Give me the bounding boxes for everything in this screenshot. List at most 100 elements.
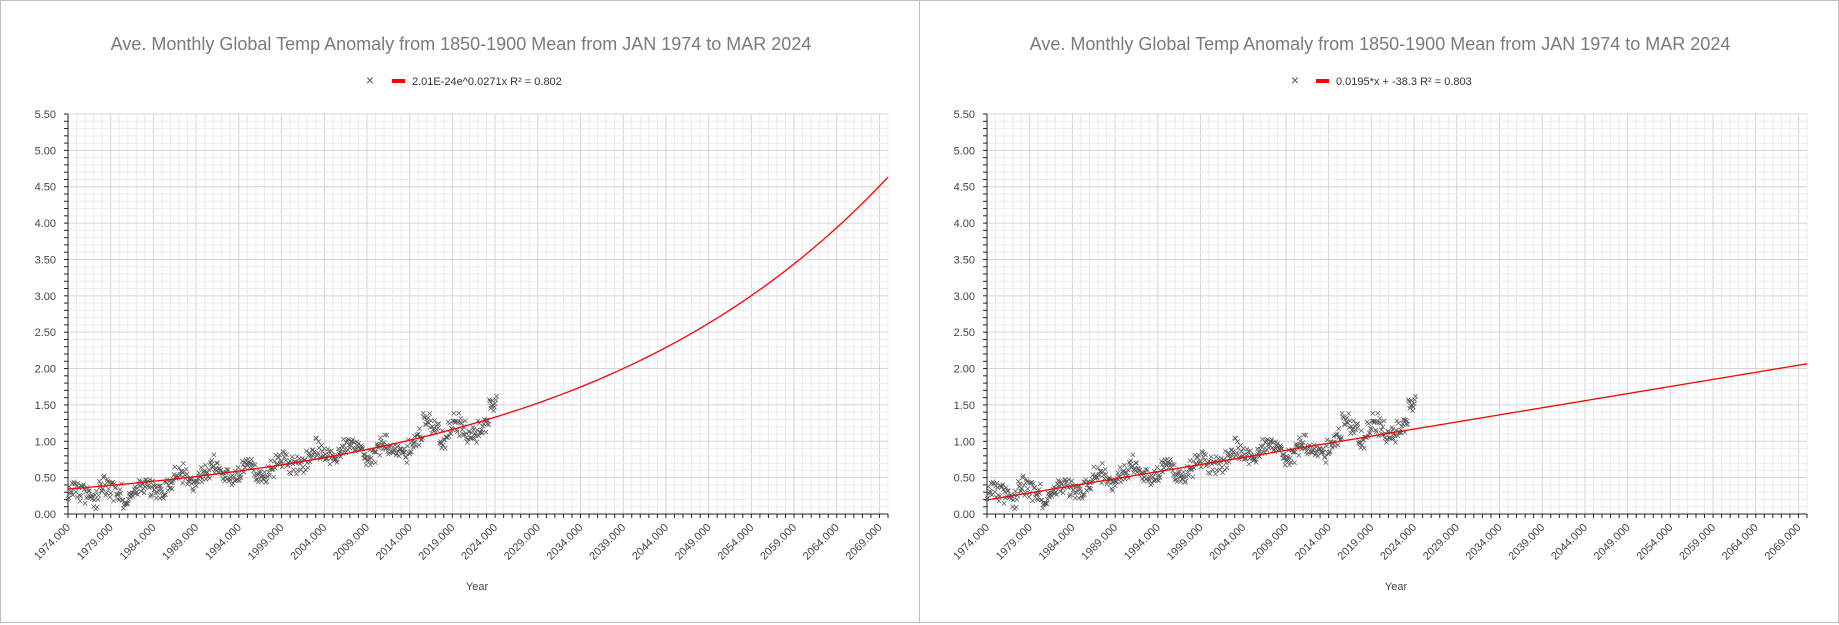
data-point bbox=[996, 498, 1002, 504]
data-point bbox=[94, 504, 100, 510]
data-point bbox=[1244, 446, 1250, 452]
data-point bbox=[1168, 456, 1174, 462]
data-point bbox=[440, 442, 446, 448]
data-point bbox=[1131, 467, 1137, 473]
data-point bbox=[1060, 490, 1066, 496]
data-point bbox=[336, 446, 341, 452]
data-point bbox=[1112, 483, 1118, 489]
data-point bbox=[1393, 440, 1399, 445]
data-point bbox=[1020, 475, 1026, 481]
data-point bbox=[446, 433, 452, 439]
data-point bbox=[1091, 464, 1097, 470]
data-point bbox=[203, 476, 209, 482]
data-point bbox=[155, 487, 161, 493]
data-point bbox=[1069, 478, 1075, 484]
data-point bbox=[209, 458, 215, 463]
data-point bbox=[1390, 436, 1396, 442]
data-point bbox=[1057, 488, 1063, 494]
data-point bbox=[264, 474, 270, 480]
data-point bbox=[407, 451, 413, 457]
data-point bbox=[1368, 426, 1374, 432]
chart-svg-right: Ave. Monthly Global Temp Anomaly from 18… bbox=[951, 34, 1808, 593]
data-point bbox=[1403, 417, 1408, 423]
data-point bbox=[86, 488, 92, 494]
data-point bbox=[471, 436, 477, 442]
data-point bbox=[71, 479, 77, 485]
data-point bbox=[1380, 424, 1386, 430]
data-point bbox=[118, 490, 124, 496]
data-point bbox=[1040, 505, 1045, 511]
data-point bbox=[471, 426, 477, 432]
y-tick-label: 2.00 bbox=[954, 364, 975, 376]
data-point bbox=[486, 397, 492, 403]
data-point bbox=[172, 464, 178, 470]
data-point bbox=[1256, 449, 1262, 455]
data-point bbox=[301, 470, 307, 476]
data-point bbox=[1033, 492, 1039, 498]
data-point bbox=[1099, 460, 1105, 466]
data-point bbox=[1280, 455, 1286, 461]
data-point bbox=[350, 445, 356, 451]
data-point bbox=[416, 442, 422, 448]
data-point bbox=[415, 431, 421, 437]
data-point bbox=[1001, 500, 1007, 506]
data-point bbox=[1395, 433, 1401, 439]
data-point bbox=[188, 477, 194, 482]
data-point bbox=[405, 443, 410, 449]
data-point bbox=[1037, 481, 1043, 487]
data-point bbox=[1141, 478, 1147, 484]
data-point bbox=[337, 449, 343, 455]
legend-trendline-swatch bbox=[1316, 79, 1329, 83]
data-point bbox=[125, 501, 131, 507]
data-point bbox=[410, 445, 416, 450]
data-point bbox=[1287, 455, 1293, 461]
data-point bbox=[1127, 462, 1133, 467]
data-point bbox=[1304, 451, 1310, 457]
data-point bbox=[1082, 492, 1087, 498]
data-point bbox=[1169, 461, 1175, 467]
data-point bbox=[1161, 465, 1167, 471]
data-point bbox=[168, 485, 173, 491]
data-point bbox=[1282, 462, 1288, 468]
data-point bbox=[108, 480, 114, 486]
data-point bbox=[190, 488, 196, 493]
data-point bbox=[1109, 488, 1115, 493]
data-point bbox=[215, 460, 220, 466]
trendline bbox=[986, 363, 1808, 501]
data-point bbox=[1013, 488, 1018, 494]
data-point bbox=[1388, 435, 1394, 441]
data-point bbox=[362, 452, 368, 457]
data-point bbox=[1303, 432, 1309, 438]
data-point bbox=[1176, 470, 1181, 476]
data-point bbox=[380, 446, 386, 452]
data-point bbox=[484, 421, 490, 427]
x-tick-label: 1994.000 bbox=[203, 522, 244, 563]
x-tick-label: 1989.000 bbox=[1079, 522, 1120, 563]
data-point bbox=[378, 438, 384, 444]
data-point bbox=[1223, 460, 1229, 466]
data-point bbox=[1359, 442, 1365, 448]
data-point bbox=[1405, 422, 1411, 427]
data-point bbox=[1208, 454, 1214, 460]
data-point bbox=[1351, 418, 1357, 424]
data-point bbox=[1159, 462, 1165, 468]
data-point bbox=[1020, 473, 1026, 479]
data-point bbox=[1292, 460, 1297, 466]
data-point bbox=[413, 443, 419, 449]
data-point bbox=[1395, 420, 1401, 426]
data-point bbox=[432, 418, 438, 424]
data-point bbox=[207, 475, 213, 481]
data-point bbox=[1354, 425, 1360, 431]
data-point bbox=[1342, 422, 1348, 428]
y-tick-label: 3.50 bbox=[35, 254, 56, 266]
data-point bbox=[402, 449, 408, 455]
data-point bbox=[1234, 450, 1240, 456]
x-tick-label: 2039.000 bbox=[587, 522, 628, 563]
data-point bbox=[1301, 432, 1307, 438]
data-point bbox=[1296, 452, 1302, 458]
data-point bbox=[151, 487, 157, 493]
chart-svg-left: Ave. Monthly Global Temp Anomaly from 18… bbox=[32, 34, 889, 593]
x-tick-label: 1979.000 bbox=[994, 522, 1035, 563]
x-tick-label: 2044.000 bbox=[1549, 522, 1590, 563]
data-point bbox=[161, 492, 167, 498]
